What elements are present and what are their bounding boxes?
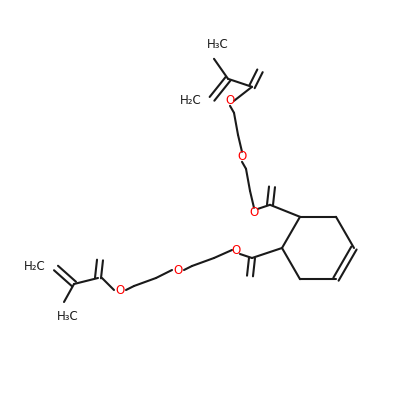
- Text: O: O: [249, 206, 259, 219]
- Text: H₂C: H₂C: [24, 260, 46, 272]
- Text: O: O: [231, 244, 241, 256]
- Text: O: O: [237, 150, 247, 163]
- Text: O: O: [173, 264, 183, 276]
- Text: H₂C: H₂C: [180, 94, 202, 107]
- Text: O: O: [115, 284, 125, 296]
- Text: O: O: [225, 94, 235, 107]
- Text: H₃C: H₃C: [207, 38, 229, 51]
- Text: H₃C: H₃C: [57, 310, 79, 323]
